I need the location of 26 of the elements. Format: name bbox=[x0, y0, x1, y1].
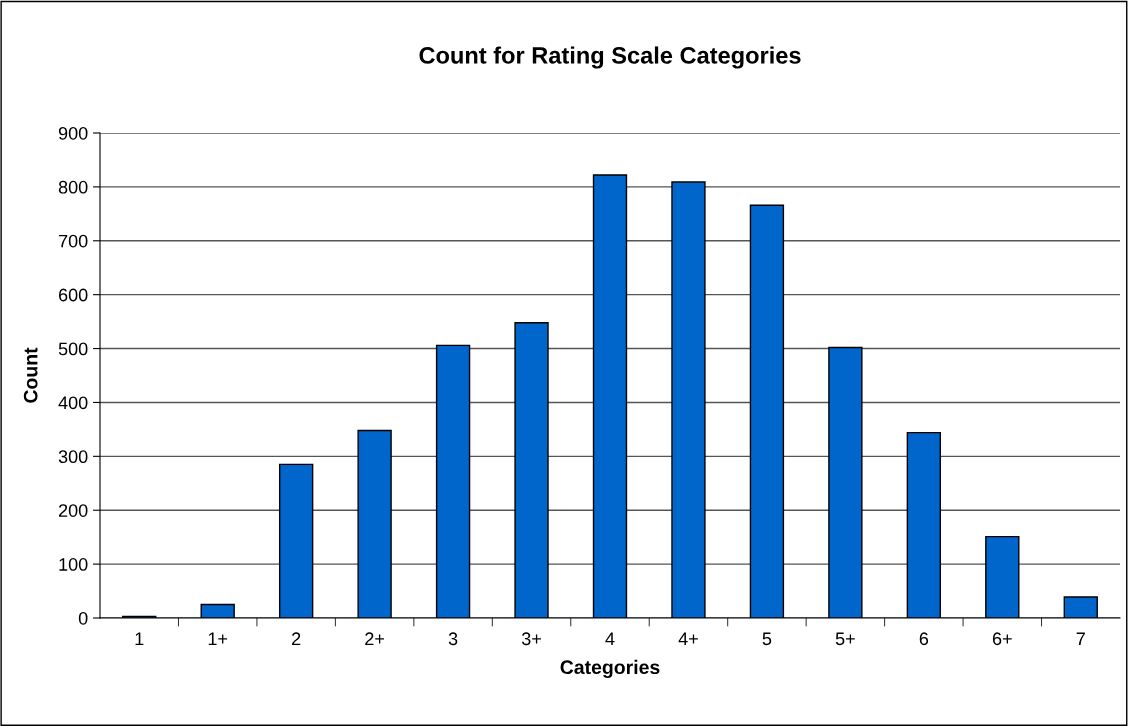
x-tick-label: 1 bbox=[135, 632, 144, 645]
y-tick-label: 400 bbox=[58, 396, 88, 410]
x-tick-label: 5+ bbox=[835, 632, 855, 646]
y-axis-title: Count bbox=[23, 347, 38, 403]
x-tick-label: 5 bbox=[762, 632, 772, 646]
y-tick-label: 200 bbox=[58, 504, 88, 517]
y-tick-label: 0 bbox=[78, 611, 88, 625]
x-axis-title: Categories bbox=[560, 659, 660, 679]
x-tick-label: 6 bbox=[919, 632, 929, 646]
x-tick-label: 1+ bbox=[208, 632, 228, 645]
x-tick-label: 3+ bbox=[521, 632, 541, 646]
y-tick-label: 500 bbox=[58, 342, 88, 356]
y-tick-label: 800 bbox=[58, 180, 88, 194]
y-tick-label: 300 bbox=[58, 450, 88, 464]
x-tick-label: 2 bbox=[292, 632, 301, 645]
x-tick-label: 4 bbox=[605, 632, 615, 645]
y-tick-label: 900 bbox=[58, 126, 88, 140]
x-tick-label: 4+ bbox=[678, 632, 698, 645]
x-tick-label: 3 bbox=[448, 632, 458, 646]
y-tick-label: 700 bbox=[59, 234, 88, 248]
y-tick-label: 600 bbox=[58, 288, 88, 302]
x-tick-label: 2+ bbox=[365, 632, 385, 645]
x-tick-label: 7 bbox=[1076, 632, 1085, 645]
chart-title: Count for Rating Scale Categories bbox=[419, 46, 801, 69]
y-tick-label: 100 bbox=[59, 558, 88, 571]
x-tick-label: 6+ bbox=[992, 632, 1012, 646]
